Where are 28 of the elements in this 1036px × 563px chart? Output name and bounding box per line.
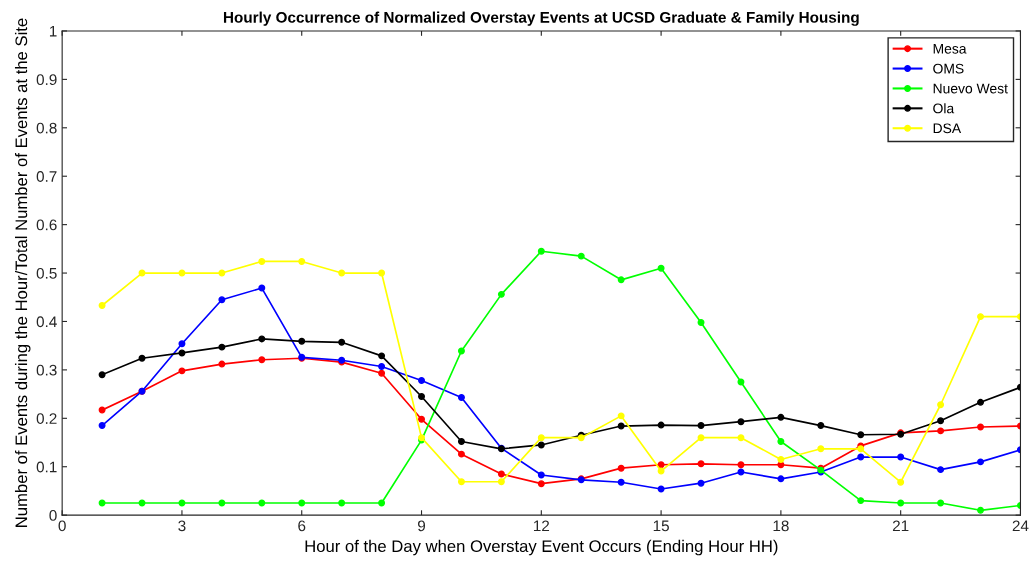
y-axis-title: Number of Events during the Hour/Total Number of Events at the Site [14, 18, 31, 527]
x-tick-label: 0 [58, 520, 66, 532]
y-tick-label: 0.4 [36, 316, 57, 328]
legend-label: OMS [933, 63, 964, 74]
x-tick-label: 15 [653, 520, 669, 532]
chart-title: Hourly Occurrence of Normalized Overstay Events at UCSD Graduate & Family Housing [223, 11, 859, 26]
y-tick-label: 0.8 [36, 122, 57, 134]
x-axis-title: Hour of the Day when Overstay Event Occurs (Ending Hour HH) [305, 539, 778, 556]
y-tick-label: 0.1 [36, 461, 57, 473]
x-tick-label: 24 [1012, 520, 1029, 532]
x-tick-label: 12 [533, 520, 550, 532]
y-tick-label: 0.9 [36, 74, 57, 86]
y-tick-label: 0.5 [36, 267, 57, 279]
y-tick-label: 0.3 [36, 364, 57, 376]
x-tick-label: 21 [892, 520, 909, 532]
x-tick-label: 9 [417, 520, 426, 532]
x-tick-label: 18 [773, 520, 789, 532]
y-tick-label: 0.7 [36, 171, 57, 182]
y-tick-label: 1 [49, 25, 57, 37]
legend-label: Mesa [933, 43, 967, 54]
y-tick-label: 0.2 [36, 413, 57, 424]
y-tick-label: 0.6 [36, 219, 57, 231]
x-tick-label: 3 [178, 520, 186, 532]
legend-label: Ola [933, 103, 955, 114]
y-tick-label: 0 [49, 510, 57, 521]
x-tick-label: 6 [298, 520, 306, 532]
legend-label: DSA [933, 123, 962, 134]
legend-label: Nuevo West [933, 83, 1008, 94]
